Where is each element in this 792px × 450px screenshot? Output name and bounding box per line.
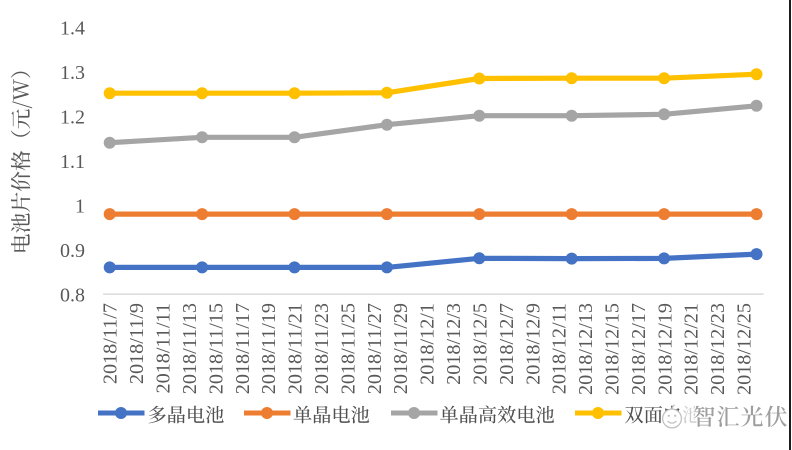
svg-text:2018/11/13: 2018/11/13 — [179, 303, 201, 394]
svg-text:2018/11/19: 2018/11/19 — [258, 303, 280, 394]
svg-text:2018/11/21: 2018/11/21 — [285, 303, 307, 394]
svg-text:2018/11/27: 2018/11/27 — [364, 303, 386, 394]
svg-text:2018/11/7: 2018/11/7 — [100, 303, 122, 384]
svg-text:1.2: 1.2 — [60, 107, 85, 129]
svg-text:2018/11/15: 2018/11/15 — [205, 303, 227, 394]
svg-text:2018/12/11: 2018/12/11 — [549, 303, 571, 394]
svg-text:2018/11/25: 2018/11/25 — [337, 303, 359, 394]
svg-text:0.9: 0.9 — [60, 240, 85, 262]
svg-text:2018/12/15: 2018/12/15 — [602, 303, 624, 395]
svg-text:2018/12/1: 2018/12/1 — [417, 303, 439, 385]
svg-text:2018/12/17: 2018/12/17 — [628, 303, 650, 395]
svg-text:2018/11/29: 2018/11/29 — [390, 303, 412, 394]
svg-text:2018/12/23: 2018/12/23 — [707, 303, 729, 395]
svg-text:1: 1 — [75, 196, 85, 218]
svg-text:2018/12/3: 2018/12/3 — [443, 303, 465, 385]
svg-text:2018/12/25: 2018/12/25 — [734, 303, 756, 395]
svg-text:1.4: 1.4 — [60, 18, 85, 40]
svg-text:1.3: 1.3 — [60, 62, 85, 84]
svg-text:0.8: 0.8 — [60, 285, 85, 307]
svg-text:2018/12/19: 2018/12/19 — [654, 303, 676, 395]
svg-text:2018/11/9: 2018/11/9 — [126, 303, 148, 384]
svg-text:2018/12/21: 2018/12/21 — [681, 303, 703, 395]
svg-text:2018/11/23: 2018/11/23 — [311, 303, 333, 394]
svg-text:2018/12/5: 2018/12/5 — [469, 303, 491, 385]
svg-text:2018/12/9: 2018/12/9 — [522, 303, 544, 385]
svg-text:1.1: 1.1 — [60, 151, 85, 173]
svg-text:2018/11/17: 2018/11/17 — [232, 303, 254, 394]
svg-text:2018/12/13: 2018/12/13 — [575, 303, 597, 395]
svg-text:2018/12/7: 2018/12/7 — [496, 303, 518, 385]
svg-text:2018/11/11: 2018/11/11 — [153, 303, 175, 393]
